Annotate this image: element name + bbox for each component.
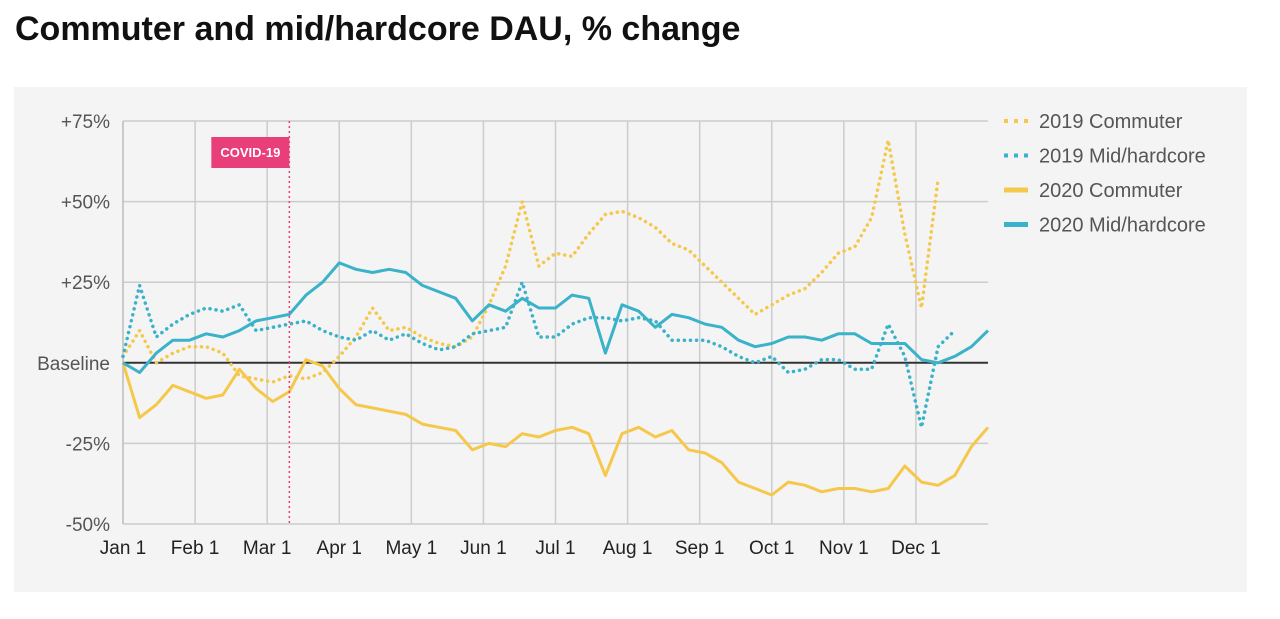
legend-label: 2020 Commuter	[1039, 180, 1183, 202]
legend-label: 2020 Mid/hardcore	[1039, 215, 1206, 237]
y-tick-label: -25%	[66, 434, 110, 455]
chart-title: Commuter and mid/hardcore DAU, % change	[15, 10, 741, 48]
y-tick-label: +75%	[61, 112, 110, 133]
axes: +75% +50% +25% Baseline -25% -50%Jan 1 Feb 1 Ma…	[37, 112, 988, 559]
series-line-2020-commuter	[121, 358, 990, 497]
x-tick-label: Feb 1	[171, 538, 220, 559]
y-tick-label: +50%	[61, 193, 110, 214]
x-tick-label: Jul 1	[535, 538, 575, 559]
covid-label: COVID-19	[220, 145, 280, 160]
x-tick-label: Apr 1	[317, 538, 362, 559]
series-line-2019-mid-hardcore	[121, 280, 957, 430]
x-tick-label: Nov 1	[819, 538, 869, 559]
series-line-2019-commuter	[121, 138, 940, 384]
covid-label-box	[211, 137, 290, 168]
x-tick-label: Aug 1	[603, 538, 653, 559]
y-tick-label: +25%	[61, 273, 110, 294]
series-line-2020-mid-hardcore	[122, 261, 990, 374]
y-tick-label: Baseline	[37, 354, 110, 375]
x-tick-label: Sep 1	[675, 538, 725, 559]
series-lines	[121, 138, 990, 497]
x-tick-label: Jan 1	[100, 538, 146, 559]
x-tick-label: Dec 1	[891, 538, 941, 559]
x-tick-label: Jun 1	[460, 538, 506, 559]
grid-lines	[123, 120, 988, 525]
chart-panel	[14, 87, 1247, 592]
covid-annotation: COVID-19	[211, 121, 291, 524]
legend: 2019 Commuter 2019 Mid/hardcore 2020 Commu…	[1004, 111, 1206, 237]
legend-label: 2019 Mid/hardcore	[1039, 146, 1206, 168]
y-tick-label: -50%	[66, 515, 110, 536]
legend-label: 2019 Commuter	[1039, 111, 1183, 133]
x-tick-label: May 1	[385, 538, 437, 559]
x-tick-label: Oct 1	[749, 538, 794, 559]
x-tick-label: Mar 1	[243, 538, 292, 559]
